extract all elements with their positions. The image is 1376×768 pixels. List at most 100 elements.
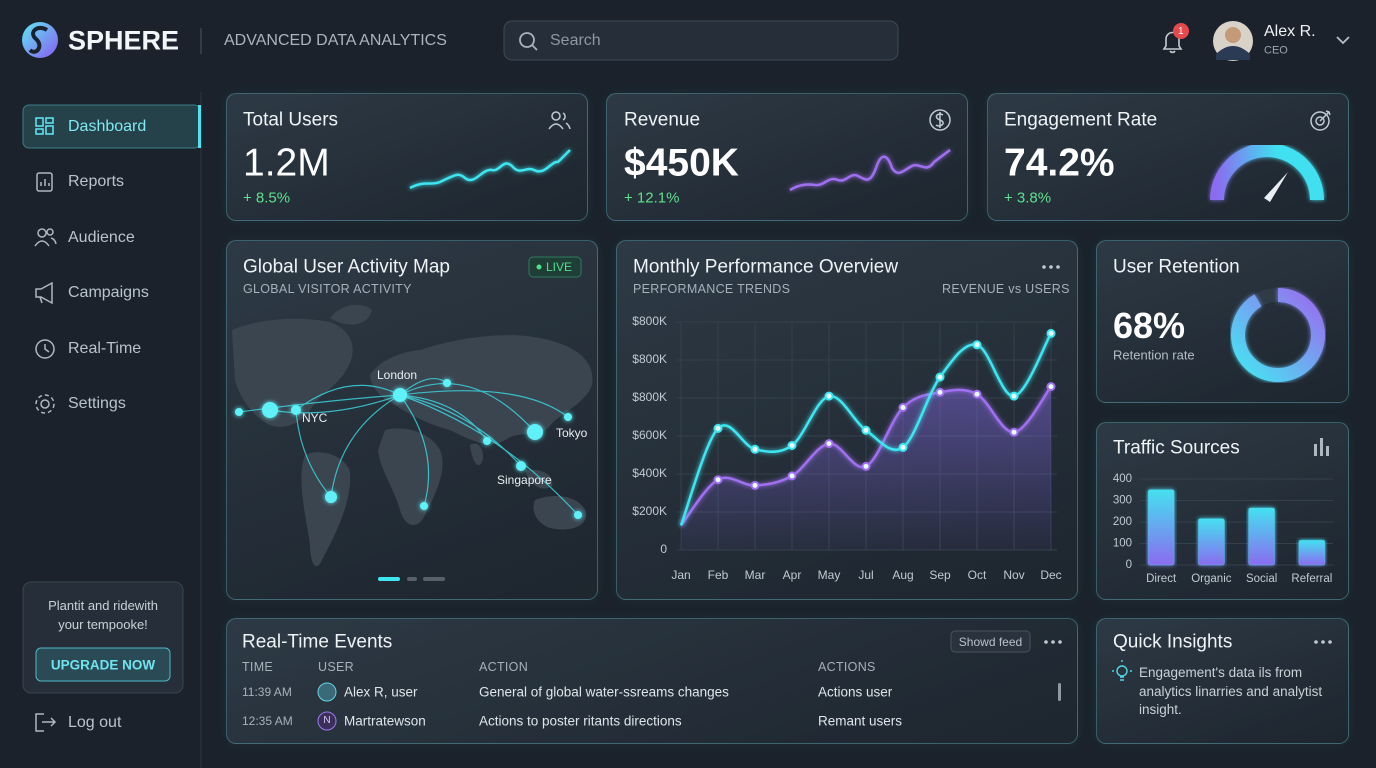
bulb-icon (1112, 660, 1132, 681)
event-user: Martratewson (344, 713, 426, 729)
kpi-title: Engagement Rate (1004, 109, 1158, 131)
retention-title: User Retention (1113, 256, 1240, 278)
x-tick-label: May (818, 568, 841, 582)
x-tick-label: Referral (1291, 573, 1332, 585)
y-tick-label: 300 (1113, 495, 1132, 507)
column-header: ACTION (479, 659, 529, 674)
live-badge (528, 256, 582, 278)
kpi-title: Total Users (243, 109, 339, 131)
menu-dots[interactable] (1042, 265, 1060, 269)
series-point (898, 442, 908, 452)
nav-item[interactable]: Audience (68, 229, 135, 246)
chart-title: Monthly Performance Overview (633, 256, 899, 278)
user-name[interactable]: Alex R. (1264, 23, 1316, 40)
sparkline (789, 149, 951, 192)
x-tick-label: Oct (968, 568, 987, 582)
nav-item[interactable]: Reports (68, 173, 125, 190)
nav-item[interactable]: Settings (68, 395, 126, 412)
menu-dots[interactable] (1044, 640, 1062, 644)
series-point (787, 441, 797, 450)
event-actions: Actions user (818, 684, 893, 700)
series-point (972, 340, 982, 350)
x-tick-label: Social (1246, 573, 1277, 585)
x-tick-label: Nov (1003, 568, 1024, 582)
series-point (824, 439, 834, 449)
y-tick-label: $200K (632, 504, 667, 518)
event-user: Alex R, user (344, 684, 418, 700)
pager[interactable] (378, 577, 400, 581)
event-time: 11:39 AM (242, 685, 292, 699)
bar (1298, 539, 1326, 566)
retention-value: 68% (1113, 305, 1186, 346)
y-tick-label: $400K (632, 466, 667, 480)
nav-item[interactable]: Real-Time (68, 340, 142, 357)
column-header: ACTIONS (818, 659, 876, 674)
nav-indicator (198, 105, 201, 148)
upgrade-label[interactable]: UPGRADE NOW (50, 657, 156, 673)
series-point (935, 387, 945, 397)
gauge-needle (1264, 172, 1288, 202)
y-tick-label: 200 (1113, 516, 1132, 528)
series-point (1046, 328, 1056, 338)
x-tick-label: Organic (1191, 573, 1232, 585)
bar (1248, 507, 1276, 566)
feed-button[interactable] (950, 630, 1031, 653)
user-role: CEO (1264, 44, 1288, 57)
chevron[interactable] (1336, 36, 1350, 45)
nav-item[interactable]: Dashboard (68, 118, 147, 135)
y-tick-label: 400 (1113, 473, 1132, 485)
y-tick-label: $800K (632, 314, 667, 328)
kpi-title: Revenue (624, 109, 701, 131)
kpi-change: + 3.8% (1004, 189, 1052, 207)
logout[interactable]: Log out (68, 714, 122, 731)
city-label: Singapore (497, 473, 552, 487)
upgrade-button[interactable] (35, 647, 171, 682)
x-tick-label: Dec (1040, 568, 1061, 582)
map-points (235, 379, 582, 519)
x-tick-label: Feb (708, 568, 729, 582)
map-subtitle: GLOBAL VISITOR ACTIVITY (243, 281, 412, 296)
chart-subtitle: PERFORMANCE TRENDS (633, 281, 791, 296)
event-actions: Remant users (818, 713, 903, 729)
event-time: 12:35 AM (242, 714, 293, 728)
series-point (750, 444, 760, 454)
menu-dots[interactable] (1314, 640, 1332, 644)
nav-icons (34, 172, 57, 732)
nav-item[interactable]: Campaigns (68, 284, 149, 301)
y-tick-label: 0 (1126, 559, 1132, 571)
feed-label[interactable]: Showd feed (958, 635, 1023, 649)
series-point (713, 475, 723, 485)
search-placeholder[interactable]: Search (550, 32, 601, 49)
series-point (972, 389, 982, 399)
x-tick-label: Mar (745, 568, 766, 582)
event-action: Actions to poster ritants directions (479, 713, 682, 729)
y-tick-label: 100 (1113, 538, 1132, 550)
event-action: General of global water-ssreams changes (479, 684, 729, 700)
scrollbar (1058, 683, 1061, 701)
logo-mark (28, 25, 49, 54)
map-title: Global User Activity Map (243, 256, 450, 278)
pager[interactable] (407, 577, 417, 581)
bar (1197, 518, 1225, 566)
pager[interactable] (423, 577, 445, 581)
chart-title: Traffic Sources (1113, 437, 1240, 459)
series-point (1009, 427, 1019, 437)
x-tick-label: Jul (858, 568, 873, 582)
series-point (824, 391, 834, 401)
kpi-change: + 12.1% (624, 189, 680, 207)
row-avatar (317, 711, 337, 731)
x-tick-label: Jan (671, 568, 690, 582)
donut (1231, 288, 1325, 382)
search-icon (519, 32, 535, 48)
city-label: London (377, 368, 418, 382)
y-tick-label: $800K (632, 352, 667, 366)
avatar-initial: N (323, 715, 331, 726)
x-tick-label: Aug (892, 568, 913, 582)
y-tick-label: 0 (660, 542, 667, 556)
row-avatar (317, 682, 337, 702)
x-tick-label: Apr (783, 568, 802, 582)
series-point (1046, 382, 1056, 392)
chart-note: REVENUE vs USERS (942, 281, 1070, 296)
search-box[interactable] (503, 20, 899, 61)
